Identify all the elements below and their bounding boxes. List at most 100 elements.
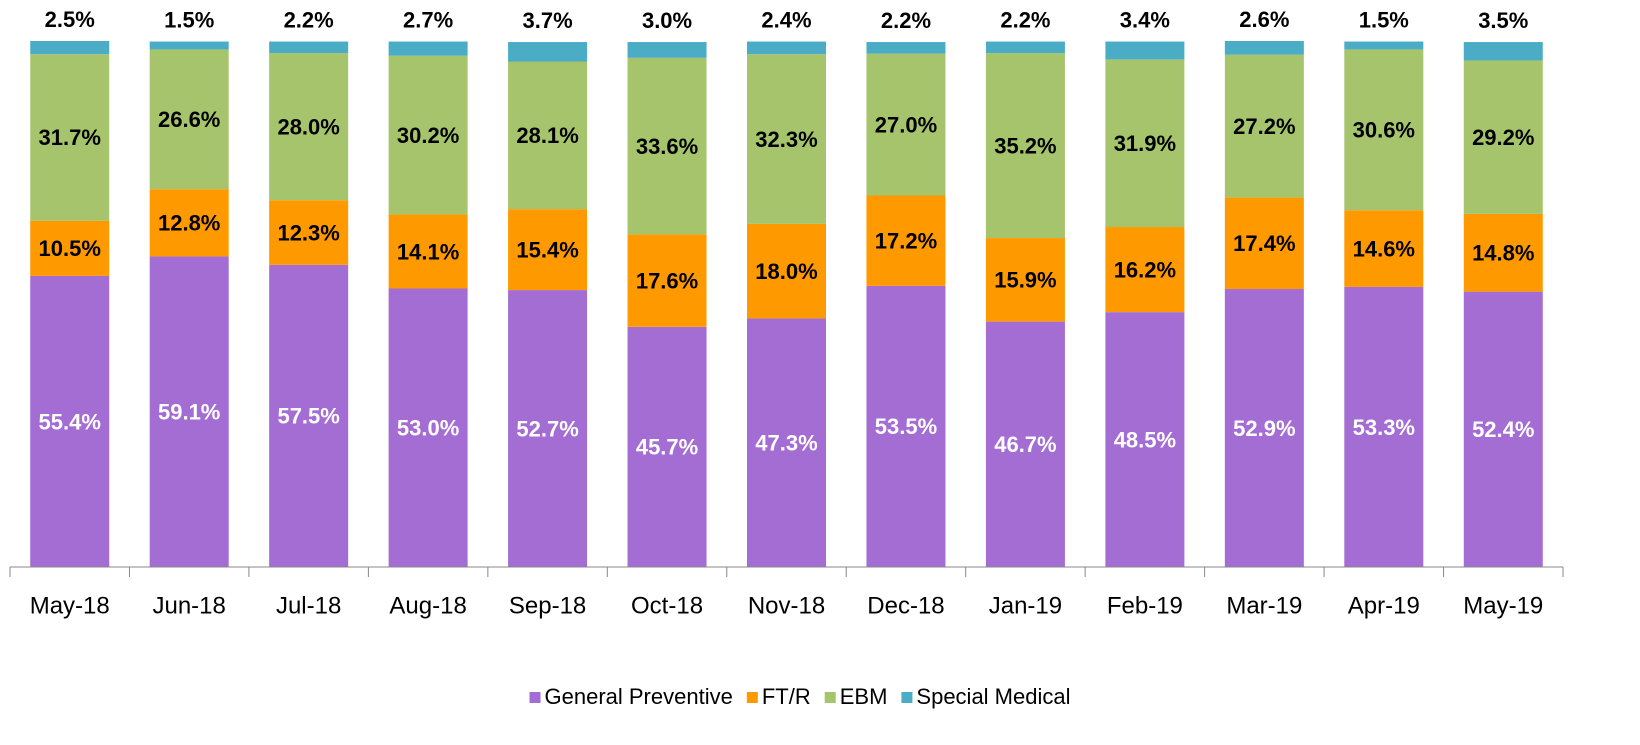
- data-label: 17.4%: [1233, 231, 1295, 256]
- data-label: 57.5%: [277, 404, 339, 429]
- data-label: 53.0%: [397, 416, 459, 441]
- bar-segment: [30, 54, 110, 221]
- bar-segment: [388, 214, 468, 289]
- bar-segment: [508, 290, 588, 567]
- x-tick-label: Sep-18: [509, 592, 586, 619]
- legend-label: Special Medical: [916, 684, 1070, 709]
- bar-segment: [627, 234, 707, 327]
- data-label: 53.3%: [1353, 415, 1415, 440]
- bar-segment: [30, 41, 110, 55]
- bar-segment: [627, 42, 707, 58]
- bar-segment: [1463, 213, 1543, 292]
- x-tick-label: Nov-18: [748, 592, 825, 619]
- data-label: 31.7%: [39, 125, 101, 150]
- data-label: 3.0%: [642, 8, 692, 33]
- data-label: 2.2%: [881, 8, 931, 33]
- x-tick-label: Apr-19: [1348, 592, 1420, 619]
- data-label: 45.7%: [636, 435, 698, 460]
- bar-segment: [1224, 54, 1304, 198]
- legend-swatch: [824, 692, 836, 703]
- data-label: 2.6%: [1239, 7, 1289, 32]
- x-tick-label: Jan-19: [989, 592, 1062, 619]
- bar-segment: [747, 318, 826, 567]
- data-label: 46.7%: [994, 432, 1056, 457]
- x-tick-label: Feb-19: [1107, 592, 1183, 619]
- data-label: 2.2%: [1000, 7, 1050, 32]
- x-tick-label: Jun-18: [152, 592, 225, 619]
- bar-segment: [30, 275, 110, 567]
- bar-segment: [388, 41, 468, 56]
- bar-segment: [149, 189, 229, 257]
- bar-segment: [1463, 42, 1543, 61]
- bar-segment: [1224, 197, 1304, 290]
- bar-segment: [1105, 59, 1185, 228]
- data-label: 3.5%: [1478, 8, 1528, 33]
- x-tick-label: Oct-18: [631, 592, 703, 619]
- bar-segment: [1105, 41, 1185, 60]
- bar-segment: [149, 41, 229, 50]
- bar-segment: [508, 42, 588, 62]
- legend-swatch: [529, 692, 541, 703]
- data-label: 12.3%: [277, 220, 339, 245]
- data-label: 16.2%: [1114, 257, 1176, 282]
- data-label: 55.4%: [39, 409, 101, 434]
- data-label: 1.5%: [1359, 7, 1409, 32]
- data-label: 2.7%: [403, 7, 453, 32]
- data-label: 29.2%: [1472, 125, 1534, 150]
- bar-segment: [269, 200, 349, 265]
- bar-segment: [388, 288, 468, 567]
- data-label: 12.8%: [158, 211, 220, 236]
- data-label: 47.3%: [755, 431, 817, 456]
- bar-segment: [269, 53, 349, 201]
- data-label: 26.6%: [158, 107, 220, 132]
- bar-segment: [985, 53, 1065, 239]
- data-label: 30.6%: [1353, 118, 1415, 143]
- bar-segment: [149, 256, 229, 567]
- data-label: 33.6%: [636, 134, 698, 159]
- bar-segment: [30, 220, 110, 276]
- bar-segment: [1344, 286, 1424, 567]
- x-tick-label: May-18: [30, 592, 110, 619]
- data-label: 17.6%: [636, 268, 698, 293]
- bar-segment: [508, 61, 588, 210]
- data-label: 14.8%: [1472, 241, 1534, 266]
- data-label: 59.1%: [158, 400, 220, 425]
- bar-segment: [985, 41, 1065, 54]
- bar-segment: [1463, 60, 1543, 214]
- bar-segment: [627, 57, 707, 235]
- bar-segment: [985, 238, 1065, 322]
- data-label: 31.9%: [1114, 131, 1176, 156]
- data-label: 28.0%: [277, 114, 339, 139]
- data-label: 35.2%: [994, 133, 1056, 158]
- data-label: 3.4%: [1120, 7, 1170, 32]
- data-label: 1.5%: [164, 7, 214, 32]
- bar-segment: [1224, 41, 1304, 55]
- bar-segment: [269, 264, 349, 567]
- bar-segment: [627, 326, 707, 567]
- data-label: 53.5%: [875, 414, 937, 439]
- data-label: 52.7%: [516, 416, 578, 441]
- x-tick-label: Dec-18: [867, 592, 944, 619]
- bar-segment: [1344, 210, 1424, 287]
- bar-segment: [149, 49, 229, 190]
- x-tick-label: Aug-18: [389, 592, 466, 619]
- data-label: 10.5%: [39, 236, 101, 261]
- bar-segment: [866, 42, 946, 54]
- bar-segment: [269, 41, 349, 54]
- data-label: 48.5%: [1114, 427, 1176, 452]
- data-label: 2.5%: [45, 7, 95, 32]
- data-label: 52.4%: [1472, 417, 1534, 442]
- legend-label: FT/R: [762, 684, 811, 709]
- legend-label: EBM: [840, 684, 888, 709]
- legend-swatch: [746, 692, 758, 703]
- data-label: 15.9%: [994, 268, 1056, 293]
- bar-segment: [1105, 312, 1185, 567]
- x-tick-label: Jul-18: [276, 592, 341, 619]
- x-tick-label: May-19: [1463, 592, 1543, 619]
- data-label: 14.1%: [397, 239, 459, 264]
- data-label: 17.2%: [875, 228, 937, 253]
- data-label: 27.0%: [875, 112, 937, 137]
- x-tick-label: Mar-19: [1226, 592, 1302, 619]
- data-label: 2.2%: [284, 7, 334, 32]
- bar-segment: [1105, 227, 1185, 313]
